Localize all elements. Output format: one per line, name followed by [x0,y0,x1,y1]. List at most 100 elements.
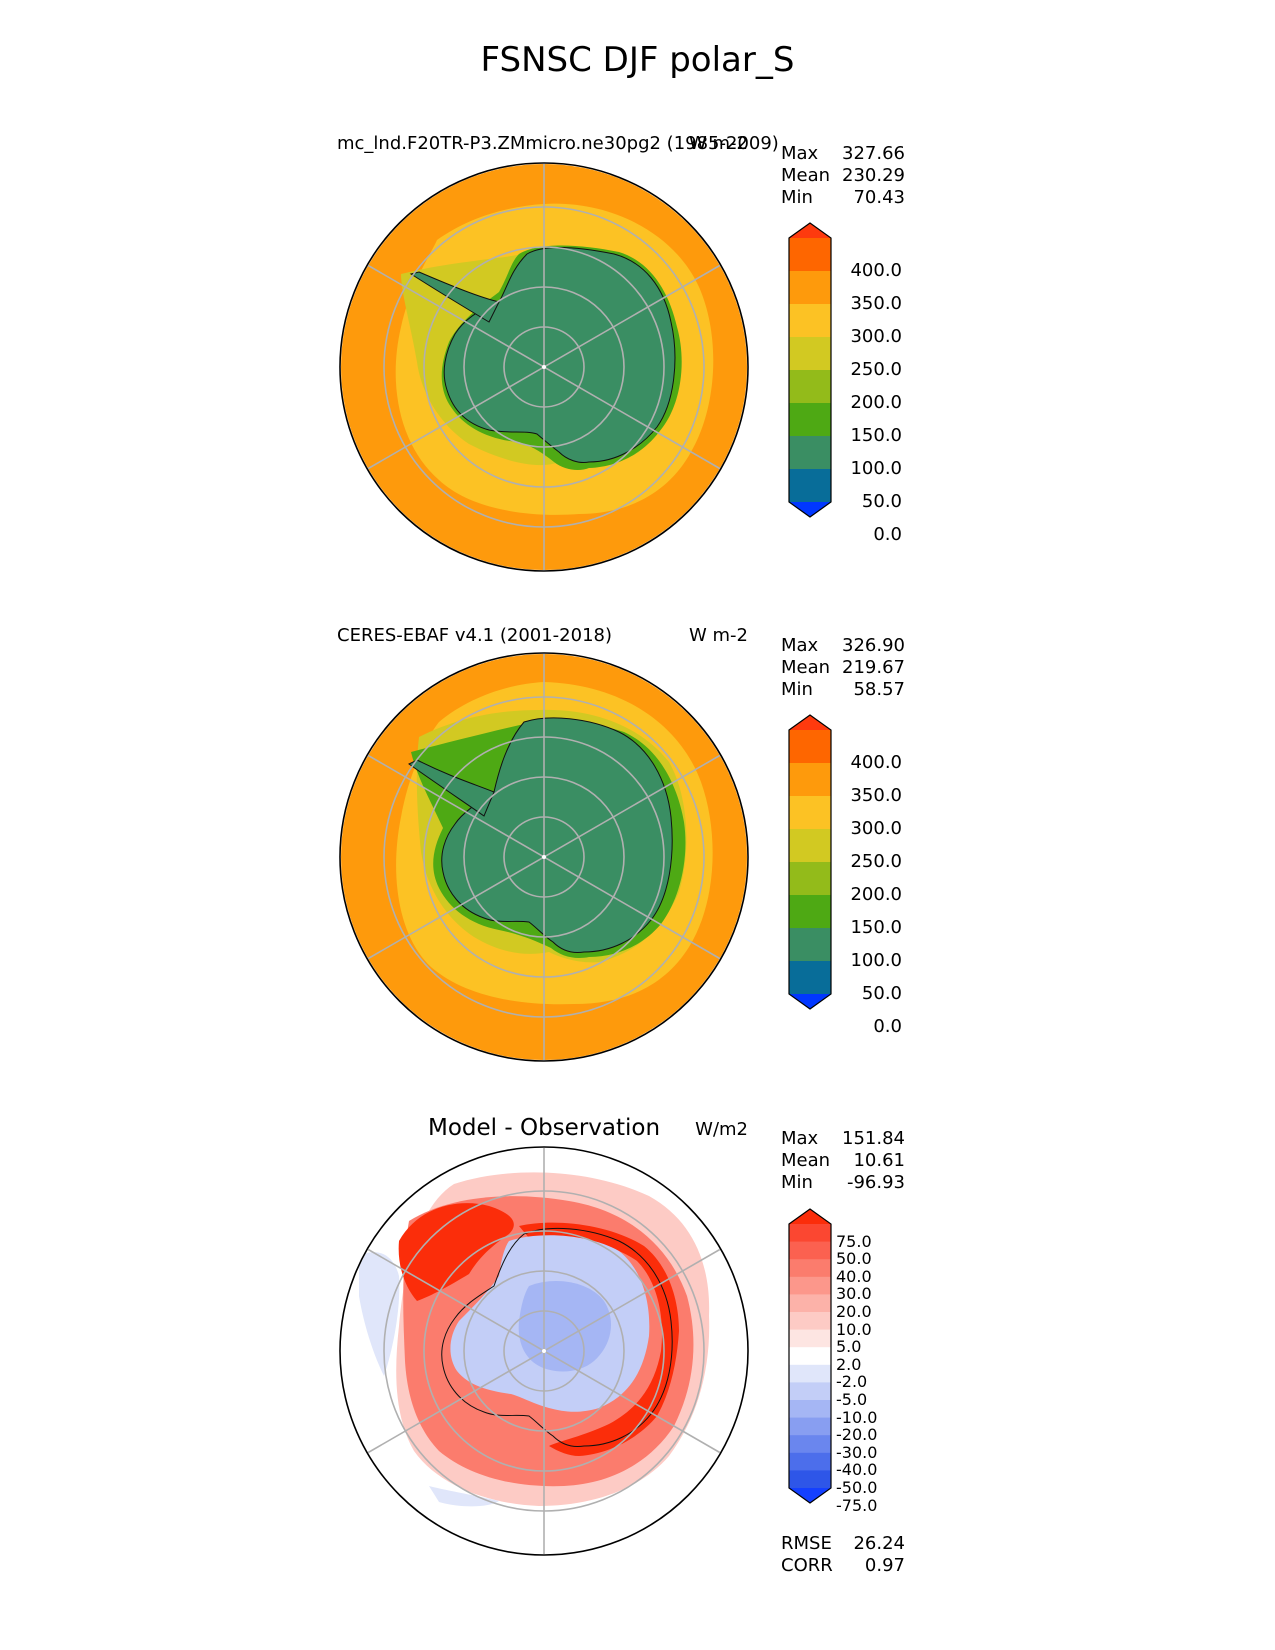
colorbar-segment [789,1364,831,1383]
colorbar-segment [789,1470,831,1489]
colorbar-segment [789,1276,831,1295]
colorbar-tick-label: 20.0 [836,1302,872,1321]
colorbar-tick-label: 300.0 [850,326,902,347]
colorbar-tick-label: -10.0 [836,1407,878,1427]
panel3-colorbar [788,1208,832,1504]
colorbar-tick-label: 0.0 [873,524,902,545]
panel3-mean-value: 10.61 [853,1150,905,1171]
panel1-polar-map [339,162,749,572]
diff-neg-south [429,1486,499,1507]
colorbar-segment [789,1241,831,1260]
colorbar-tick-label: 2.0 [836,1354,862,1374]
colorbar-tick-label: 50.0 [861,491,902,512]
colorbar-segment [789,1417,831,1436]
colorbar-segment [789,1400,831,1419]
panel3-max-value: 151.84 [842,1128,905,1149]
colorbar-segment [789,961,831,995]
colorbar-tick-label: 100.0 [850,458,902,479]
colorbar-tick-label: 50.0 [836,1249,872,1269]
panel2-max-label: Max [781,635,819,656]
colorbar-tick-label: -75.0 [836,1495,878,1515]
colorbar-segment [789,1329,831,1348]
colorbar-tick-label: -2.0 [836,1372,868,1392]
colorbar-segment [789,337,831,371]
colorbar-outline [788,714,832,1010]
colorbar-segment [789,370,831,404]
panel2-min-label: Min [781,679,813,700]
colorbar-segment [789,271,831,305]
colorbar-segment [789,763,831,797]
colorbar-tick-label: 5.0 [836,1337,862,1357]
panel1-min-value: 70.43 [853,187,905,208]
panel3-rmse-label: RMSE [781,1533,832,1554]
colorbar-segment [789,436,831,470]
colorbar-segment [789,1435,831,1454]
colorbar-tick-label: 0.0 [873,1016,902,1037]
diff-pos-strong-region [398,1203,514,1301]
colorbar-tick-label: 150.0 [850,917,902,938]
colorbar-tick-label: 50.0 [861,983,902,1004]
panel1-units: W m-2 [688,133,748,154]
colorbar-outline [788,222,832,518]
colorbar-tick-label: -40.0 [836,1460,878,1480]
panel2-mean-label: Mean [781,657,831,678]
panel1-min-label: Min [781,187,813,208]
colorbar-tick-label: 400.0 [850,260,902,281]
colorbar-segment [789,1312,831,1331]
colorbar-tick-label: 200.0 [850,392,902,413]
antarctic-peninsula [408,759,495,817]
panel2-mean-value: 219.67 [842,657,905,678]
colorbar-tick-label: -5.0 [836,1390,868,1409]
colorbar-tick-label: 400.0 [850,752,902,773]
colorbar-extend-max [789,223,831,238]
panel1-mean-label: Mean [781,165,831,186]
colorbar-segment [789,238,831,272]
colorbar-extend-min [789,502,831,517]
panel3-mean-label: Mean [781,1150,831,1171]
panel3-corr-value: 0.97 [864,1555,905,1576]
panel1-max-value: 327.66 [842,143,905,164]
figure-title: FSNSC DJF polar_S [480,40,795,80]
colorbar-tick-label: 30.0 [836,1284,872,1304]
panel3-corr-label: CORR [781,1555,833,1576]
colorbar-segments [789,1209,831,1503]
panel1-max-label: Max [781,143,819,164]
map-boundary [339,652,749,1062]
panel3-rmse-value: 26.24 [853,1533,905,1554]
colorbar-segments [789,715,831,1009]
colorbar-tick-label: -20.0 [836,1425,878,1445]
panel1-mean-value: 230.29 [842,165,905,186]
colorbar-tick-label: 200.0 [850,884,902,905]
panel2-units: W m-2 [688,625,748,646]
diff-neg-west [359,1252,400,1376]
colorbar-extend-max [789,715,831,730]
colorbar-tick-label: 350.0 [850,293,902,314]
colorbar-segment [789,796,831,830]
panel2-polar-map [339,652,749,1062]
colorbar-outline [788,1208,832,1504]
panel2-left-title: CERES-EBAF v4.1 (2001-2018) [337,625,613,646]
colorbar-tick-label: 300.0 [850,818,902,839]
colorbar-segment [789,1224,831,1243]
colorbar-tick-label: 250.0 [850,851,902,872]
panel1-left-title: mc_lnd.F20TR-P3.ZMmicro.ne30pg2 (1985-20… [337,133,779,154]
colorbar-segment [789,1294,831,1313]
colorbar-extend-min [789,994,831,1009]
colorbar-segment [789,1347,831,1366]
panel3-min-label: Min [781,1172,813,1193]
panel3-max-label: Max [781,1128,819,1149]
colorbar-tick-label: 10.0 [836,1319,872,1339]
colorbar-segment [789,1259,831,1278]
colorbar-tick-label: 75.0 [836,1231,872,1251]
colorbar-segments [789,223,831,517]
colorbar-segment [789,403,831,437]
colorbar-extend-max [789,1209,831,1224]
panel2-colorbar [788,714,832,1010]
panel2-min-value: 58.57 [853,679,905,700]
colorbar-segment [789,469,831,503]
colorbar-tick-label: 250.0 [850,359,902,380]
panel3-center-title: Model - Observation [428,1115,661,1141]
colorbar-extend-min [789,1488,831,1503]
colorbar-tick-label: 100.0 [850,950,902,971]
panel3-min-value: -96.93 [846,1172,905,1193]
